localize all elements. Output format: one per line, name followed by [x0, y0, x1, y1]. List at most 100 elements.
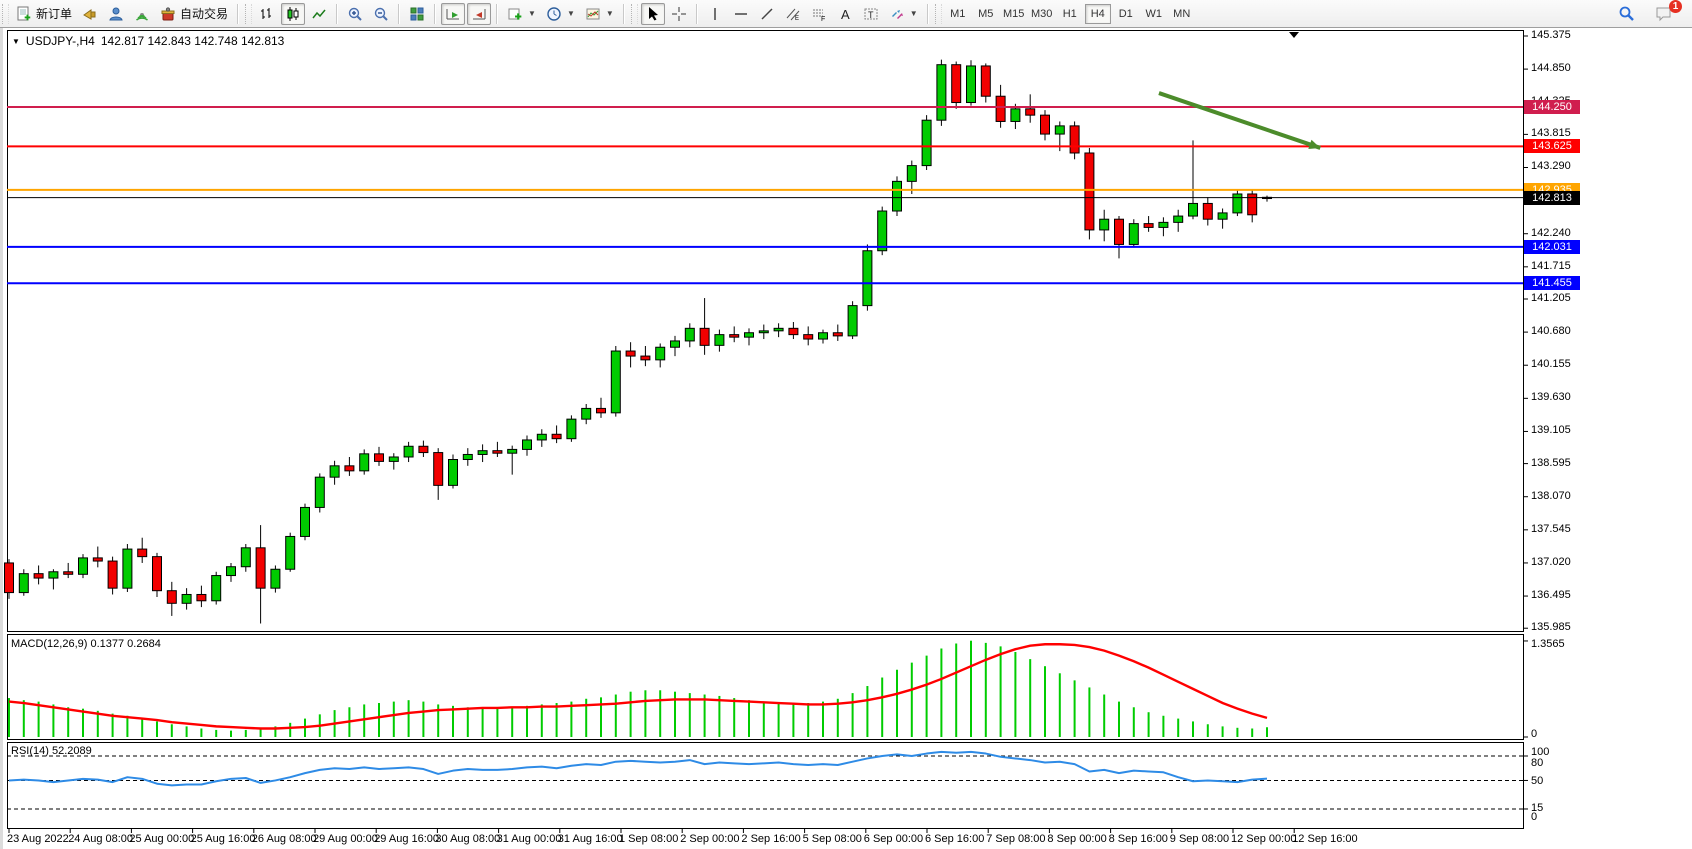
price-axis-tick-label: 137.545 [1531, 522, 1571, 535]
template-icon [585, 6, 601, 22]
time-axis-label: 30 Aug 08:00 [435, 833, 501, 845]
time-axis-label: 26 Aug 08:00 [251, 833, 317, 845]
toolbar-grip [934, 3, 942, 24]
toolbar-separator [926, 3, 929, 24]
price-level-badge[interactable]: 142.813 [1524, 190, 1580, 205]
cursor-icon [645, 6, 661, 22]
economic-news-button[interactable] [78, 3, 102, 25]
timeframe-button-m5[interactable]: M5 [978, 7, 994, 20]
person-icon [108, 6, 124, 22]
timeframe-button-m1[interactable]: M1 [950, 7, 966, 20]
zoom-out-icon [373, 6, 389, 22]
auto-scroll-button[interactable] [441, 2, 466, 25]
shapes-arrows-icon [889, 6, 905, 22]
indicators-button[interactable]: ▼ [503, 3, 540, 25]
trend-line-button[interactable] [755, 3, 779, 25]
price-axis-tick-label: 142.240 [1531, 226, 1571, 239]
price-axis-tick-label: 140.680 [1531, 325, 1571, 338]
timeframe-group: M1 M5 M15 M30 H1 H4 D1 W1 MN [944, 3, 1196, 24]
time-axis-label: 8 Sep 16:00 [1108, 833, 1168, 845]
vertical-line-button[interactable] [703, 3, 727, 25]
zoom-in-button[interactable] [343, 3, 367, 25]
text-label-button[interactable]: T [859, 3, 883, 25]
time-axis-label: 1 Sep 08:00 [619, 833, 679, 845]
trend-line-icon [759, 6, 775, 22]
dropdown-arrow-icon: ▼ [605, 9, 614, 18]
line-chart-icon [311, 6, 327, 22]
price-panel[interactable] [7, 30, 1524, 632]
search-icon [1618, 5, 1635, 22]
rsi-axis-tick-label: 100 [1531, 746, 1550, 758]
time-axis-label: 8 Sep 00:00 [1047, 833, 1107, 845]
fibonacci-icon: F [811, 6, 827, 22]
timeframe-button-m30[interactable]: M30 [1031, 7, 1053, 20]
time-axis-label: 2 Sep 00:00 [680, 833, 740, 845]
time-axis-label: 25 Aug 16:00 [190, 833, 256, 845]
rsi-panel[interactable] [7, 742, 1524, 829]
rsi-axis-tick-label: 50 [1531, 775, 1544, 787]
templates-button[interactable]: ▼ [581, 3, 618, 25]
price-level-badge[interactable]: 143.625 [1524, 139, 1580, 154]
crosshair-button[interactable] [667, 3, 691, 25]
svg-text:E: E [795, 16, 799, 22]
text-a-icon: A [837, 6, 853, 22]
chart-ohlc-quotes: 142.817 142.843 142.748 142.813 [100, 34, 285, 48]
price-axis-tick-label: 137.020 [1531, 555, 1571, 568]
shapes-button[interactable]: ▼ [885, 3, 922, 25]
timeframe-button-w1[interactable]: W1 [1145, 7, 1162, 20]
equidistant-channel-button[interactable]: E [781, 3, 805, 25]
price-axis-tick-label: 136.495 [1531, 589, 1571, 602]
price-axis-tick-label: 144.850 [1531, 62, 1571, 75]
periods-button[interactable]: ▼ [542, 3, 579, 25]
bar-chart-button[interactable] [255, 3, 279, 25]
toolbar-grip [630, 3, 638, 24]
signals-button[interactable] [130, 3, 154, 25]
zoom-out-button[interactable] [369, 3, 393, 25]
text-button[interactable]: A [833, 3, 857, 25]
price-axis-tick-label: 139.105 [1531, 424, 1571, 437]
notification-badge: 1 [1669, 0, 1682, 13]
timeframe-button-m15[interactable]: M15 [1003, 7, 1025, 20]
svg-text:F: F [821, 16, 825, 22]
price-axis-tick-label: 141.205 [1531, 291, 1571, 304]
timeframe-button-d1[interactable]: D1 [1118, 7, 1133, 20]
timeframe-button-h1[interactable]: H1 [1062, 7, 1077, 20]
fibonacci-button[interactable]: F [807, 3, 831, 25]
price-level-badge[interactable]: 142.031 [1524, 239, 1580, 254]
accounts-button[interactable] [104, 3, 128, 25]
timeframe-button-h4[interactable]: H4 [1084, 3, 1111, 24]
price-axis-tick-label: 138.070 [1531, 489, 1571, 502]
equidistant-channel-icon: E [785, 6, 801, 22]
auto-trading-button[interactable]: 自动交易 [156, 3, 232, 25]
auto-trading-label: 自动交易 [180, 7, 229, 21]
search-button[interactable] [1614, 3, 1639, 25]
chart-shift-button[interactable] [467, 2, 492, 25]
auto-trading-icon [160, 6, 176, 22]
time-axis-label: 6 Sep 00:00 [863, 833, 924, 845]
macd-indicator-label: MACD(12,26,9) 0.1377 0.2684 [11, 638, 161, 650]
macd-panel[interactable] [7, 634, 1524, 740]
time-axis-label: 7 Sep 08:00 [986, 833, 1046, 845]
price-axis-tick-label: 141.715 [1531, 259, 1571, 272]
price-level-badge[interactable]: 144.250 [1524, 99, 1580, 114]
horn-icon [82, 6, 98, 22]
chart-symbol-period: USDJPY-,H4 [25, 34, 95, 48]
timeframe-button-mn[interactable]: MN [1173, 7, 1191, 20]
line-chart-button[interactable] [307, 3, 331, 25]
toolbar-separator [695, 3, 698, 24]
svg-text:A: A [841, 7, 850, 22]
horizontal-line-button[interactable] [729, 3, 753, 25]
new-order-button[interactable]: 新订单 [12, 3, 76, 25]
notifications-button[interactable]: 1 [1651, 0, 1682, 25]
price-level-badge[interactable]: 141.455 [1524, 276, 1580, 291]
time-axis-label: 12 Sep 00:00 [1231, 833, 1297, 845]
tile-windows-button[interactable] [405, 3, 429, 25]
cursor-button[interactable] [640, 2, 665, 25]
chart-window[interactable]: ▼ USDJPY-,H4 142.817 142.843 142.748 142… [0, 28, 1692, 849]
macd-axis-min-label: 0 [1531, 728, 1538, 740]
collapse-triangle-icon[interactable]: ▼ [12, 36, 20, 46]
tile-windows-icon [409, 6, 425, 22]
price-axis-tick-label: 139.630 [1531, 391, 1571, 404]
candlestick-chart-button[interactable] [281, 2, 306, 25]
svg-text:T: T [868, 10, 874, 20]
